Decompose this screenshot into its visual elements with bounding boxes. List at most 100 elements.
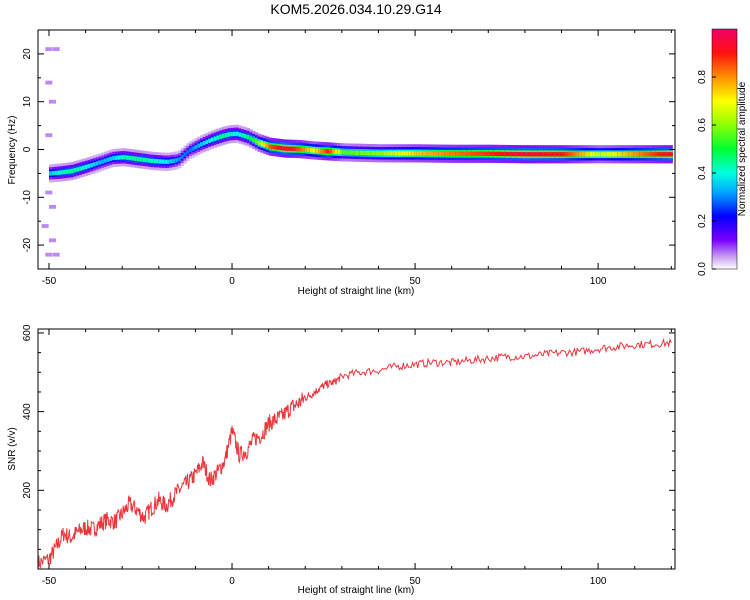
heatmap-cell: [276, 145, 281, 150]
heatmap-cell: [312, 148, 316, 153]
spectrogram-x-tick-label: 100: [590, 276, 607, 287]
heatmap-cell: [480, 151, 484, 156]
heatmap-cell: [323, 149, 327, 154]
heatmap-cell: [405, 151, 410, 156]
colorbar: 0.0 0.2 0.4 0.6 0.8 Normalized spectral ampl…: [697, 28, 748, 276]
heatmap-cell: [334, 149, 338, 155]
heatmap-cell: [109, 156, 113, 161]
heatmap-cell: [232, 131, 237, 137]
heatmap-cell: [664, 152, 668, 157]
heatmap-cell: [554, 152, 558, 157]
heatmap-cell: [526, 152, 531, 157]
heatmap-cell: [117, 155, 121, 160]
heatmap-cell: [474, 151, 478, 156]
heatmap-cell: [392, 151, 396, 156]
heatmap-cell: [246, 134, 251, 140]
heatmap-speckle: [48, 99, 56, 104]
heatmap-cell: [438, 151, 443, 156]
spectrogram-x-axis-label: Height of straight line (km): [298, 286, 415, 297]
heatmap-cell: [521, 152, 525, 157]
heatmap-speckle: [45, 47, 53, 52]
heatmap-speckle: [52, 47, 60, 52]
snr-y-ticks: 200 400 600: [22, 324, 675, 570]
heatmap-cell: [496, 151, 500, 157]
heatmap-cell: [326, 149, 330, 154]
heatmap-cell: [441, 151, 445, 156]
snr-y-axis-label: SNR (v/v): [7, 427, 18, 470]
heatmap-cell: [90, 163, 94, 168]
heatmap-cell: [425, 151, 429, 156]
heatmap-cell: [639, 152, 643, 157]
heatmap-speckle: [45, 133, 53, 138]
heatmap-cell: [622, 152, 627, 157]
spectrogram-x-tick-label: 50: [410, 276, 422, 287]
snr-x-ticks: -50 0 50 100: [42, 329, 672, 587]
heatmap-cell: [633, 152, 638, 157]
heatmap-cell: [178, 157, 182, 162]
heatmap-cell: [436, 151, 440, 156]
heatmap-cell: [120, 155, 124, 160]
heatmap-cell: [611, 152, 616, 157]
heatmap-cell: [460, 151, 465, 156]
heatmap-cell: [444, 151, 448, 156]
heatmap-cell: [614, 152, 618, 157]
heatmap-cell: [167, 159, 171, 164]
heatmap-cell: [257, 140, 262, 145]
heatmap-cell: [252, 137, 256, 143]
heatmap-cell: [378, 151, 382, 156]
heatmap-cell: [235, 131, 240, 136]
heatmap-cell: [513, 151, 517, 157]
heatmap-cell: [263, 142, 267, 147]
heatmap-cell: [545, 152, 550, 157]
heatmap-cell: [565, 152, 569, 157]
colorbar-tick-label: 0.6: [697, 118, 708, 132]
heatmap-cell: [644, 152, 649, 157]
heatmap-cell: [230, 131, 234, 137]
heatmap-cell: [394, 151, 399, 156]
heatmap-cell: [504, 151, 509, 157]
spectrogram-x-ticks: -50 0 50 100: [42, 30, 672, 287]
heatmap-cell: [499, 151, 503, 157]
heatmap-cell: [98, 160, 102, 165]
heatmap-cell: [81, 165, 86, 170]
heatmap-cell: [578, 152, 583, 157]
spectrogram-y-ticks: -20 -10 0 10 20: [22, 29, 675, 270]
colorbar-tick-label: 0.0: [697, 262, 708, 276]
heatmap-cell: [400, 151, 404, 156]
heatmap-speckle: [52, 252, 60, 257]
heatmap-cell: [502, 151, 506, 157]
heatmap-cell: [419, 151, 423, 156]
heatmap-cell: [515, 152, 520, 157]
heatmap-cell: [650, 152, 654, 157]
heatmap-cell: [106, 157, 110, 162]
heatmap-cell: [309, 148, 314, 153]
heatmap-cell: [315, 148, 319, 153]
heatmap-cell: [559, 152, 564, 157]
heatmap-cell: [95, 161, 100, 166]
heatmap-speckle: [48, 204, 56, 209]
heatmap-cell: [172, 158, 176, 163]
heatmap-cell: [493, 151, 498, 157]
heatmap-cell: [76, 167, 80, 172]
spectrogram-heatmap: [41, 47, 673, 257]
figure-title: KOM5.2026.034.10.29.G14: [270, 1, 441, 17]
snr-series-line: [38, 337, 672, 569]
heatmap-cell: [213, 136, 218, 141]
heatmap-cell: [307, 147, 311, 153]
heatmap-cell: [285, 146, 289, 151]
heatmap-cell: [389, 151, 393, 156]
heatmap-cell: [164, 159, 168, 164]
heatmap-cell: [529, 152, 533, 157]
heatmap-cell: [589, 152, 594, 157]
heatmap-cell: [114, 155, 119, 160]
heatmap-cell: [241, 133, 245, 138]
heatmap-cell: [145, 157, 149, 163]
heatmap-cell: [191, 146, 196, 151]
heatmap-cell: [348, 150, 352, 155]
heatmap-cell: [101, 159, 105, 164]
heatmap-cell: [397, 151, 402, 156]
heatmap-cell: [603, 152, 607, 157]
heatmap-speckle: [45, 252, 53, 257]
heatmap-cell: [661, 152, 665, 157]
heatmap-cell: [370, 150, 374, 156]
